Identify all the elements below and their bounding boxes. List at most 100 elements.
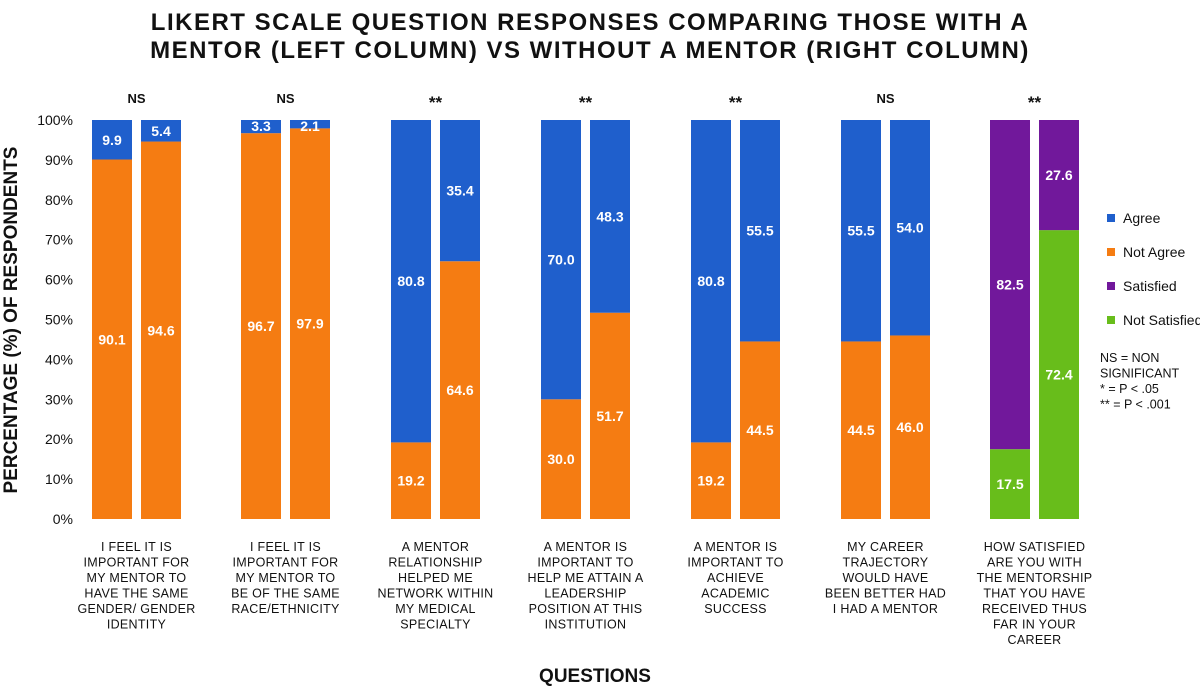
data-label: 51.7 [596,408,623,424]
data-label: 35.4 [446,183,473,199]
bar-segment-satisfied [990,120,1030,450]
y-axis-title: PERCENTAGE (%) OF RESPONDENTS [1,147,22,494]
y-tick-label: 80% [45,192,73,208]
bar-segment-not-agree [590,312,630,519]
significance-note: NS = NON [1100,351,1159,365]
data-label: 2.1 [300,118,320,134]
data-label: 5.4 [151,123,171,139]
bar-group-4: ** 30.0 70.0 51.7 48.3 A MENTOR IS IMPORTANT T… [528,93,644,632]
legend-swatch [1107,282,1115,290]
bar-group-2: NS 96.7 3.3 97.9 2.1 I FEEL IT IS IMPORTANT FO… [231,91,340,616]
bar-segment-agree [890,120,930,336]
bar-group-1: NS 90.1 9.9 94.6 5.4 I FEEL IT IS IMPORTANT FO… [77,91,195,632]
bar-segment-agree [241,120,281,134]
data-label: 46.0 [896,419,923,435]
data-label: 3.3 [251,118,271,134]
bar-group-6: NS 44.5 55.5 46.0 54.0 MY CAREER TRAJECTORY WOU… [825,91,946,616]
bar-segment-not-satisfied [1039,230,1079,519]
bar-segment-agree [691,120,731,443]
bar-segment-agree [740,120,780,342]
bar-segment-not-agree [241,133,281,520]
data-label: 44.5 [746,422,773,438]
bar-segment-not-satisfied [990,449,1030,519]
bar-segment-agree [391,120,431,443]
bar-segment-agree [590,120,630,313]
y-tick-label: 60% [45,272,73,288]
y-tick-label: 10% [45,471,73,487]
bar-segment-agree [92,120,132,160]
category-label: MY CAREER TRAJECTORY WOULD HAVE BEEN BETTER… [825,540,946,616]
significance-note: ** = P < .001 [1100,398,1171,412]
bar-segment-not-agree [440,261,480,519]
y-tick-label: 100% [37,112,73,128]
data-label: 80.8 [397,273,424,289]
chart-title-line-2: MENTOR (LEFT COLUMN) VS WITHOUT A MENTOR… [150,37,1030,64]
bar-segment-not-agree [290,128,330,519]
legend-label: Not Agree [1123,244,1185,260]
legend-swatch [1107,214,1115,222]
legend-swatch [1107,316,1115,324]
data-label: 97.9 [296,316,323,332]
category-label: A MENTOR IS IMPORTANT TO ACHIEVE ACADEMIC SU… [687,540,783,616]
bar-segment-agree [440,120,480,262]
bar-segment-not-agree [92,159,132,519]
bar-segment-not-agree [391,442,431,519]
plot-area: NS 90.1 9.9 94.6 5.4 I FEEL IT IS IMPORTANT FO… [77,91,1092,647]
bar-segment-not-agree [841,341,881,519]
y-tick-label: 0% [53,511,73,527]
significance-label: ** [579,93,593,112]
bar-group-5: ** 19.2 80.8 44.5 55.5 A MENTOR IS IMPORTANT T… [687,93,783,616]
bar-segment-agree [541,120,581,400]
bar-segment-not-agree [691,442,731,519]
category-label: I FEEL IT IS IMPORTANT FOR MY MENTOR TO HAV… [77,540,195,632]
category-label: HOW SATISFIED ARE YOU WITH THE MENTORSHIP T… [977,540,1093,647]
y-tick-label: 40% [45,351,73,367]
significance-label: ** [729,93,743,112]
legend: Agree Not Agree Satisfied Not Satisfied [1107,210,1200,328]
y-tick-label: 20% [45,431,73,447]
data-label: 55.5 [847,223,874,239]
data-label: 55.5 [746,223,773,239]
data-label: 94.6 [147,322,174,338]
data-label: 90.1 [98,331,125,347]
legend-swatch [1107,248,1115,256]
bar-segment-satisfied [1039,120,1079,231]
significance-label: ** [429,93,443,112]
bar-segment-agree [841,120,881,342]
legend-label: Not Satisfied [1123,312,1200,328]
legend-label: Agree [1123,210,1161,226]
data-label: 80.8 [697,273,724,289]
significance-note: SIGNIFICANT [1100,367,1180,381]
chart-title-line-1: LIKERT SCALE QUESTION RESPONSES COMPARIN… [151,9,1029,36]
category-label: A MENTOR RELATIONSHIP HELPED ME NETWORK WIT… [378,540,494,632]
y-tick-label: 90% [45,152,73,168]
bar-segment-not-agree [541,399,581,519]
bar-group-3: ** 19.2 80.8 64.6 35.4 A MENTOR RELATIONSHIP HE… [378,93,494,632]
y-axis-ticks: 0% 10% 20% 30% 40% 50% 60% 70% 80% 90% 100% [37,112,73,527]
data-label: 27.6 [1045,167,1072,183]
data-label: 44.5 [847,422,874,438]
bar-segment-agree [290,120,330,129]
data-label: 82.5 [996,277,1023,293]
data-label: 54.0 [896,220,923,236]
data-label: 70.0 [547,252,574,268]
bar-segment-not-agree [141,141,181,519]
bar-segment-not-agree [890,335,930,519]
bar-segment-agree [141,120,181,142]
y-tick-label: 50% [45,312,73,328]
significance-key: NS = NON SIGNIFICANT* = P < .05 ** = P < .… [1100,351,1180,412]
data-label: 48.3 [596,208,623,224]
legend-label: Satisfied [1123,278,1177,294]
bar-group-7: ** 17.5 82.5 72.4 27.6 HOW SATISFIED ARE YOU W… [977,93,1093,647]
significance-label: NS [127,91,145,106]
significance-label: NS [876,91,894,106]
x-axis-title: QUESTIONS [539,666,651,687]
significance-note: * = P < .05 [1100,382,1159,396]
y-tick-label: 70% [45,232,73,248]
data-label: 96.7 [247,318,274,334]
data-label: 19.2 [397,473,424,489]
data-label: 72.4 [1045,367,1072,383]
data-label: 17.5 [996,476,1023,492]
